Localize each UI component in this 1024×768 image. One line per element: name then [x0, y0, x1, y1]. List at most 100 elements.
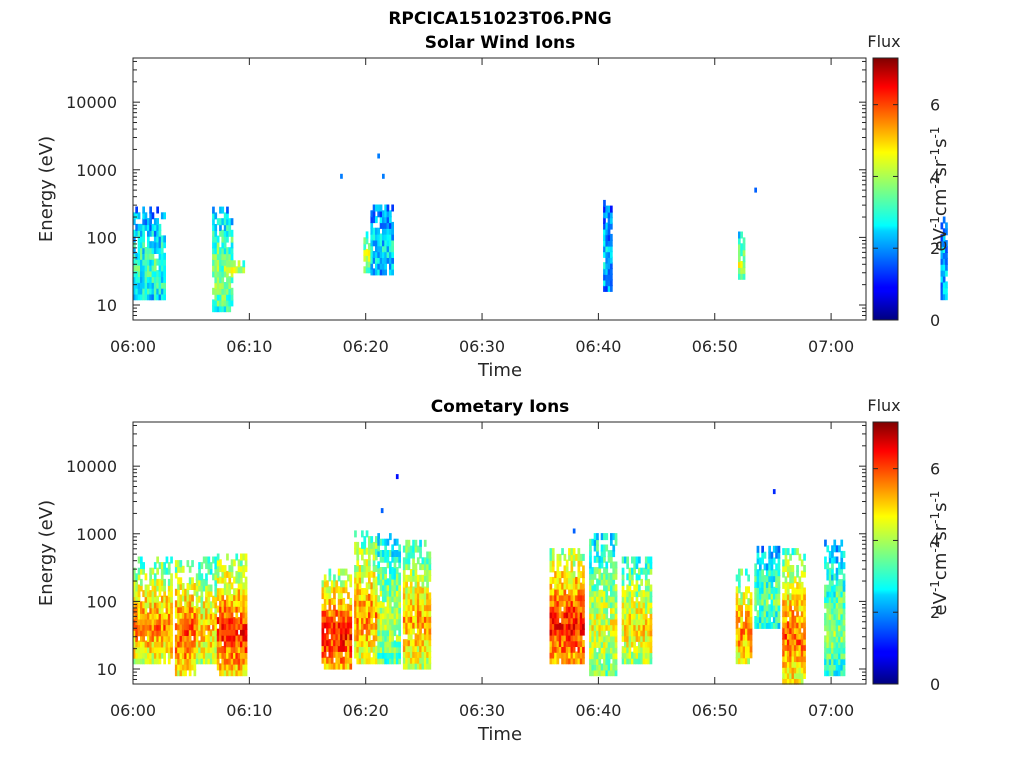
- flux-cell: [621, 595, 625, 603]
- flux-cell: [835, 567, 839, 575]
- flux-cell: [407, 574, 411, 582]
- flux-cell: [409, 551, 413, 559]
- flux-cell: [610, 646, 613, 654]
- flux-cell: [610, 273, 613, 281]
- flux-cell: [824, 584, 827, 592]
- flux-cell: [244, 576, 248, 584]
- flux-cell: [591, 635, 595, 643]
- flux-cell: [140, 556, 143, 564]
- flux-cell: [149, 252, 152, 260]
- flux-cell: [137, 590, 141, 598]
- flux-cell: [647, 640, 650, 648]
- flux-cell: [549, 628, 553, 636]
- flux-cell: [372, 227, 376, 235]
- flux-cell: [363, 248, 367, 256]
- flux-cell: [219, 270, 222, 278]
- flux-cell: [838, 596, 841, 603]
- flux-cell: [416, 574, 420, 582]
- flux-cell: [768, 557, 771, 565]
- flux-cell: [577, 594, 581, 602]
- flux-cell: [375, 634, 378, 642]
- flux-cell: [740, 231, 743, 239]
- flux-cell: [137, 293, 141, 301]
- flux-cell: [644, 590, 648, 598]
- flux-cell: [826, 567, 830, 575]
- flux-cell: [184, 606, 187, 613]
- flux-cell: [326, 656, 329, 664]
- flux-cell: [824, 624, 827, 632]
- flux-cell: [554, 651, 557, 659]
- flux-cell: [610, 561, 613, 569]
- flux-cell: [165, 606, 169, 614]
- flux-cell: [391, 606, 394, 614]
- flux-cell: [142, 606, 145, 614]
- flux-cell: [835, 646, 839, 654]
- flux-cell: [142, 223, 145, 231]
- flux-cell: [607, 669, 611, 677]
- flux-cell: [244, 622, 248, 630]
- flux-cell: [563, 588, 567, 596]
- flux-cell: [379, 216, 383, 224]
- flux-cell: [549, 611, 553, 619]
- flux-cell: [593, 589, 597, 597]
- flux-cell: [160, 601, 164, 609]
- flux-cell: [568, 611, 571, 619]
- flux-cell: [181, 646, 185, 654]
- flux-cell: [568, 657, 571, 665]
- flux-cell: [940, 275, 944, 283]
- flux-cell: [789, 638, 792, 646]
- flux-cell: [240, 634, 243, 642]
- flux-cell: [188, 594, 192, 602]
- flux-cell: [226, 640, 229, 648]
- flux-cell: [626, 556, 629, 564]
- flux-cell: [135, 590, 138, 598]
- flux-cell: [177, 606, 180, 613]
- flux-cell: [631, 606, 634, 614]
- flux-cell: [831, 590, 834, 598]
- flux-cell: [133, 634, 136, 642]
- flux-cell: [409, 633, 413, 641]
- flux-cell: [165, 556, 169, 564]
- flux-cell: [368, 611, 371, 619]
- flux-cell: [428, 574, 432, 582]
- flux-cell: [365, 248, 369, 256]
- flux-cell: [174, 652, 178, 659]
- flux-cell: [414, 621, 418, 629]
- flux-cell: [414, 639, 418, 647]
- flux-cell: [759, 604, 762, 612]
- flux-cell: [384, 595, 387, 603]
- flux-cell: [223, 669, 227, 677]
- flux-cell: [421, 592, 425, 600]
- flux-cell: [235, 634, 239, 642]
- flux-cell: [749, 598, 753, 606]
- flux-cell: [786, 593, 790, 601]
- flux-cell: [158, 241, 162, 249]
- flux-cell: [228, 282, 232, 289]
- flux-cell: [160, 287, 164, 295]
- flux-cell: [791, 610, 795, 618]
- flux-cell: [607, 555, 611, 563]
- flux-cell: [635, 651, 639, 659]
- flux-cell: [565, 628, 569, 636]
- flux-cell: [598, 652, 602, 660]
- flux-cell: [228, 224, 232, 231]
- flux-cell: [800, 621, 804, 629]
- flux-cell: [735, 586, 739, 594]
- flux-cell: [223, 651, 227, 659]
- flux-cell: [184, 594, 187, 602]
- flux-cell: [638, 629, 641, 637]
- flux-cell: [782, 643, 785, 651]
- flux-cell: [572, 553, 576, 561]
- flux-cell: [135, 640, 138, 648]
- flux-cell: [747, 598, 750, 606]
- flux-cell: [793, 643, 797, 651]
- flux-cell: [198, 578, 201, 586]
- flux-cell: [572, 645, 576, 653]
- flux-cell: [328, 603, 332, 611]
- flux-cell: [163, 567, 166, 575]
- flux-cell: [426, 662, 429, 670]
- flux-cell: [160, 612, 164, 620]
- flux-cell: [177, 577, 180, 585]
- flux-cell: [221, 293, 225, 301]
- flux-cell: [742, 639, 746, 647]
